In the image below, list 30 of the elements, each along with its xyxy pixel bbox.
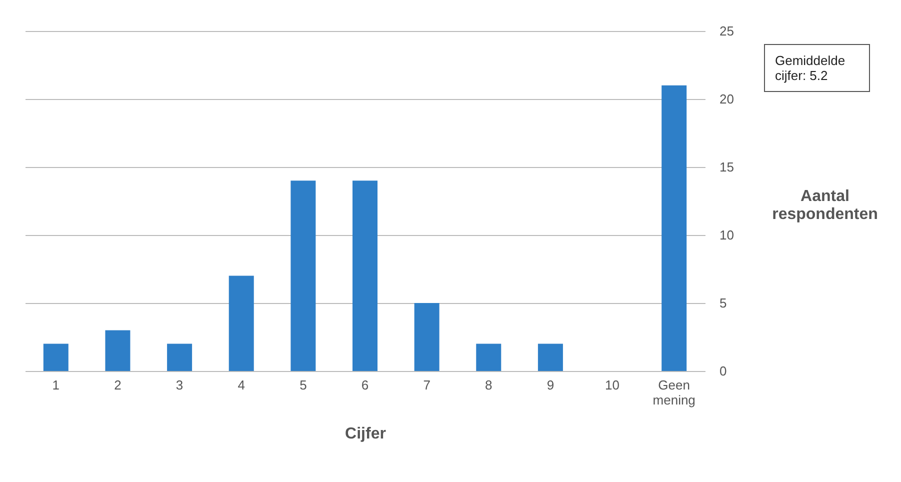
text: Gemiddelde cijfer: 5.2 [775,53,846,83]
y-tick-label: 15 [720,160,734,174]
bar [476,344,502,371]
bar [43,344,68,371]
x-tick-label: 9 [546,378,554,392]
y-tick-label: 0 [720,364,727,378]
x-tick-label: 7 [423,378,430,392]
x-tick-label: 6 [361,378,369,392]
y-axis-title: Aantal respondenten [771,188,879,224]
x-tick-label: 4 [238,378,245,392]
x-tick-label: 2 [114,378,122,392]
bar [228,276,254,371]
bar [662,85,687,371]
x-tick-label: 5 [300,378,307,392]
bar [414,303,440,371]
y-tick-label: 25 [720,24,734,38]
y-tick-label: 10 [720,228,734,242]
x-tick-label: 3 [176,378,184,392]
x-tick-label: 8 [485,378,492,392]
x-tick-label: 1 [52,378,60,392]
bar [105,330,130,371]
y-tick-label: 20 [720,92,734,106]
bar [290,180,316,371]
bar [538,344,563,371]
x-axis-title: Cijfer [345,426,386,442]
bar [352,180,378,371]
x-tick-label: Geen mening [652,378,696,408]
y-tick-label: 5 [720,296,727,310]
bar [167,344,192,371]
x-tick-label: 10 [605,378,620,392]
